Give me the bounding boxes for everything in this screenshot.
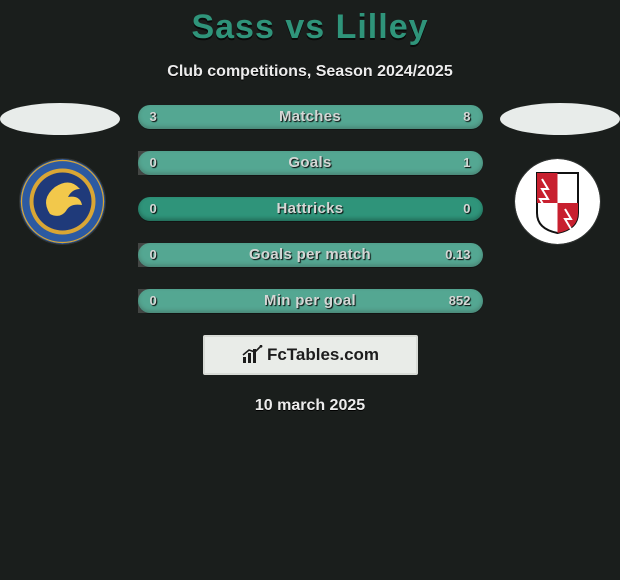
team-crest-right xyxy=(515,159,600,244)
date-text: 10 march 2025 xyxy=(0,397,620,415)
stat-bar: 00Hattricks xyxy=(138,197,483,221)
stat-label: Goals xyxy=(138,151,483,175)
subtitle: Club competitions, Season 2024/2025 xyxy=(0,63,620,81)
crest-left-svg xyxy=(20,159,105,244)
stat-label: Matches xyxy=(138,105,483,129)
stat-label: Goals per match xyxy=(138,243,483,267)
spotlight-right xyxy=(500,103,620,135)
stat-label: Hattricks xyxy=(138,197,483,221)
stat-bar: 0852Min per goal xyxy=(138,289,483,313)
comparison-arena: 38Matches 01Goals 00Hattricks 00.13Goals pe… xyxy=(0,103,620,313)
team-crest-left xyxy=(20,159,105,244)
spotlight-left xyxy=(0,103,120,135)
brand-chart-icon xyxy=(241,345,263,365)
stat-bars: 38Matches 01Goals 00Hattricks 00.13Goals pe… xyxy=(138,103,483,313)
stat-bar: 01Goals xyxy=(138,151,483,175)
brand-badge: FcTables.com xyxy=(203,335,418,375)
stat-bar: 38Matches xyxy=(138,105,483,129)
crest-right-svg xyxy=(515,159,600,244)
stat-bar: 00.13Goals per match xyxy=(138,243,483,267)
stat-label: Min per goal xyxy=(138,289,483,313)
brand-text: FcTables.com xyxy=(267,345,379,365)
page-title: Sass vs Lilley xyxy=(0,0,620,47)
